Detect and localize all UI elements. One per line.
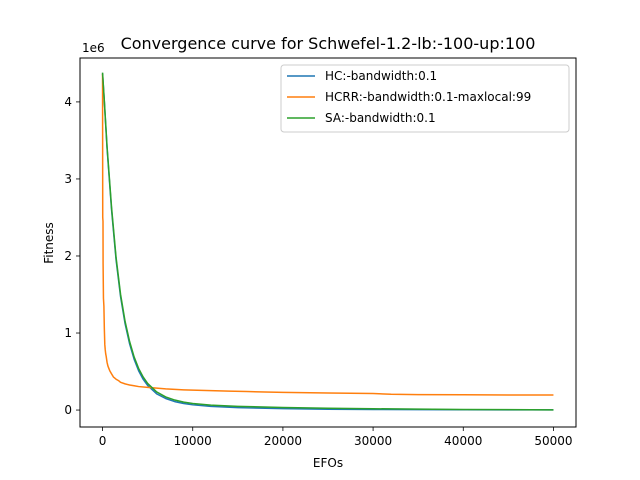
x-tick-label: 0 [99, 434, 107, 448]
y-tick-label: 1 [64, 326, 72, 340]
y-tick-label: 2 [64, 249, 72, 263]
series-line-3 [101, 72, 554, 411]
x-tick-label: 10000 [174, 434, 212, 448]
y-offset-label: 1e6 [82, 41, 105, 55]
y-tick-label: 3 [64, 172, 72, 186]
x-tick-label: 50000 [534, 434, 572, 448]
chart-title: Convergence curve for Schwefel-1.2-lb:-1… [121, 34, 536, 53]
legend-label: HC:-bandwidth:0.1 [325, 69, 437, 83]
axes-frame [79, 57, 577, 428]
x-tick-label: 30000 [354, 434, 392, 448]
y-tick-label: 0 [64, 403, 72, 417]
plot-lines [101, 72, 554, 411]
y-axis-label: Fitness [42, 222, 56, 264]
x-tick-label: 20000 [264, 434, 302, 448]
legend-label: SA:-bandwidth:0.1 [325, 111, 436, 125]
x-axis-ticks: 0 10000 20000 30000 40000 50000 [99, 427, 573, 448]
legend-label: HCRR:-bandwidth:0.1-maxlocal:99 [325, 90, 531, 104]
x-tick-label: 40000 [444, 434, 482, 448]
legend-box [280, 64, 570, 133]
series-line-2 [101, 74, 554, 396]
y-tick-label: 4 [64, 95, 72, 109]
legend: HC:-bandwidth:0.1 HCRR:-bandwidth:0.1-max… [280, 64, 570, 133]
y-axis-ticks: 0 1 2 3 4 [64, 95, 80, 417]
x-axis-label: EFOs [313, 456, 343, 470]
